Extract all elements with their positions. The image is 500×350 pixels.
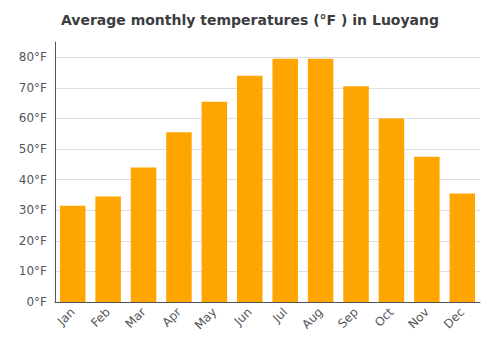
svg-text:Aug: Aug	[299, 305, 325, 331]
svg-text:Jul: Jul	[269, 305, 290, 326]
svg-text:Oct: Oct	[372, 305, 397, 330]
svg-text:30°F: 30°F	[19, 203, 47, 217]
svg-text:Nov: Nov	[405, 305, 431, 331]
svg-text:0°F: 0°F	[26, 295, 47, 309]
svg-text:40°F: 40°F	[19, 173, 47, 187]
svg-text:70°F: 70°F	[19, 81, 47, 95]
svg-text:Jun: Jun	[231, 305, 255, 329]
svg-text:May: May	[192, 305, 219, 332]
svg-text:60°F: 60°F	[19, 111, 47, 125]
svg-text:Average monthly temperatures (: Average monthly temperatures (°F ) in Lu…	[61, 12, 439, 28]
svg-text:20°F: 20°F	[19, 234, 47, 248]
svg-text:50°F: 50°F	[19, 142, 47, 156]
svg-text:Dec: Dec	[441, 305, 467, 331]
svg-text:Apr: Apr	[159, 305, 184, 330]
svg-text:10°F: 10°F	[19, 264, 47, 278]
svg-text:Jan: Jan	[54, 305, 78, 329]
svg-text:Mar: Mar	[123, 305, 149, 331]
svg-text:Feb: Feb	[88, 305, 113, 330]
svg-text:80°F: 80°F	[19, 50, 47, 64]
svg-text:Sep: Sep	[335, 305, 361, 331]
